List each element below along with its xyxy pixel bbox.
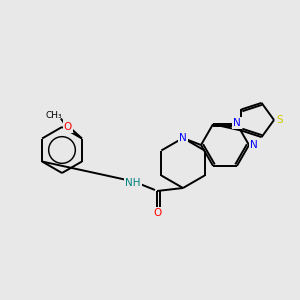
Text: N: N <box>250 140 258 150</box>
Text: O: O <box>153 208 161 218</box>
Text: O: O <box>64 122 72 131</box>
Text: N: N <box>233 118 241 128</box>
Text: S: S <box>276 115 283 125</box>
Text: CH₃: CH₃ <box>46 111 62 120</box>
Text: N: N <box>179 133 187 143</box>
Text: NH: NH <box>125 178 141 188</box>
